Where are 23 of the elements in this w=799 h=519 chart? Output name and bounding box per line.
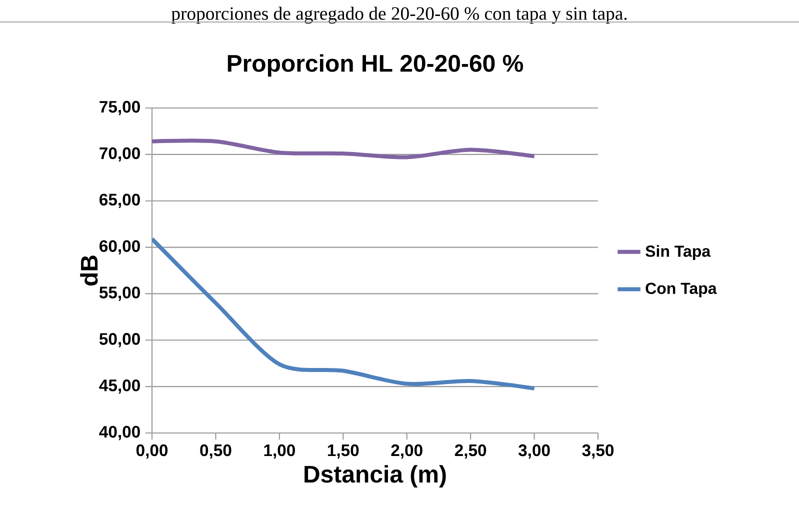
x-tick-label: 1,50 — [328, 444, 359, 459]
line-series — [152, 138, 536, 160]
chart-title: Proporcion HL 20-20-60 % — [228, 54, 524, 77]
x-axis-title: Dstancia (m) — [304, 465, 446, 488]
x-tick-label: 2,50 — [454, 444, 486, 459]
x-tick-label: 2,00 — [391, 444, 422, 459]
legend-label: Sin Tapa — [646, 245, 711, 260]
y-tick-label: 40,00 — [99, 426, 140, 440]
line-series — [152, 236, 536, 390]
x-tick-label: 3,50 — [582, 444, 614, 459]
y-tick-label: 50,00 — [99, 333, 140, 348]
x-tick-label: 3,00 — [518, 444, 550, 459]
y-tick-label: 45,00 — [99, 379, 140, 394]
y-tick-label: 75,00 — [100, 100, 140, 116]
x-tick-label: 0,00 — [136, 444, 168, 459]
y-tick-label: 65,00 — [100, 194, 140, 208]
x-tick-label: 0,50 — [200, 444, 232, 459]
y-tick-label: 55,00 — [99, 286, 140, 301]
y-tick-label: 60,00 — [100, 240, 140, 254]
y-tick-label: 70,00 — [100, 147, 140, 162]
legend-label: Con Tapa — [646, 282, 717, 298]
x-tick-label: 1,00 — [264, 444, 295, 459]
y-axis-title: dB — [80, 256, 98, 286]
